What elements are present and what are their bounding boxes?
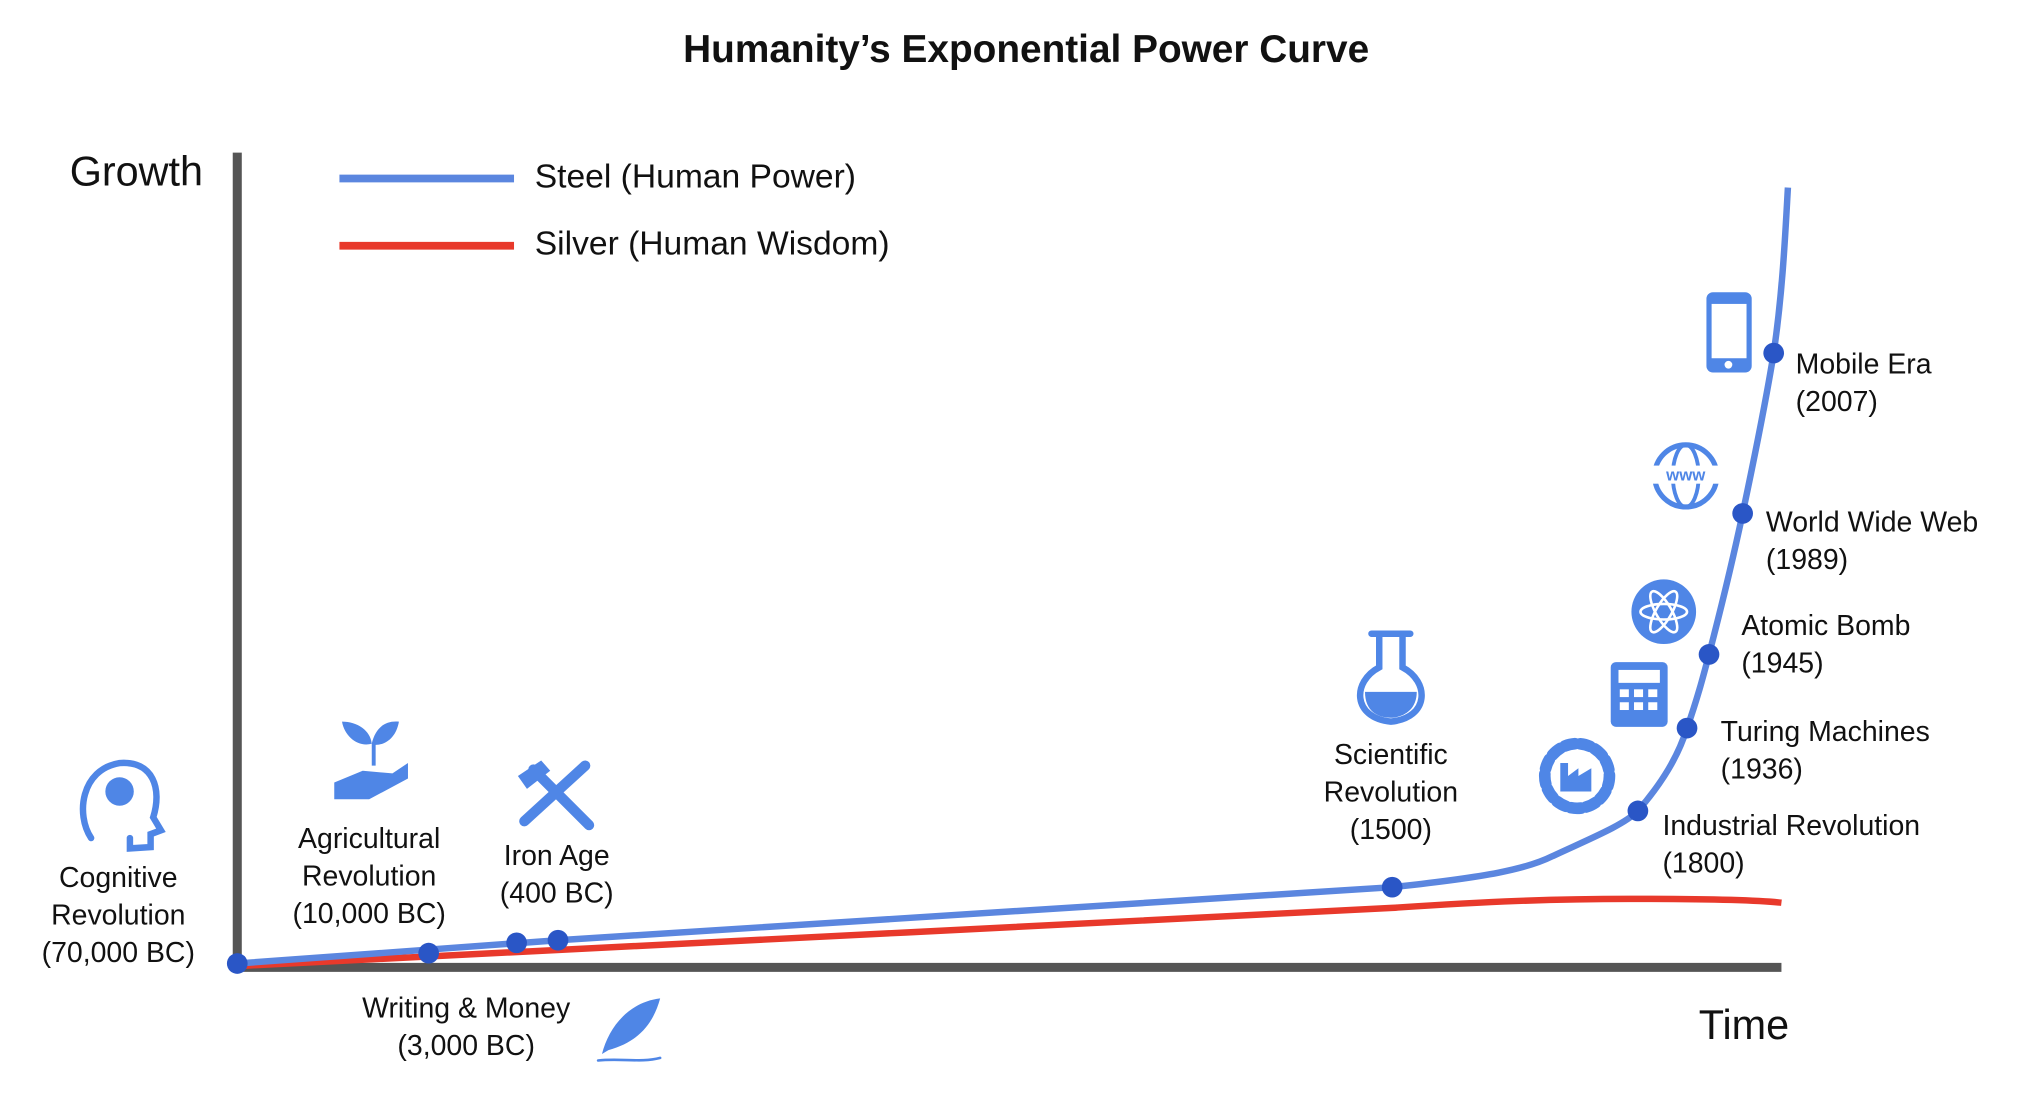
milestone-label: Scientific <box>1334 739 1448 771</box>
milestone-dot <box>1676 717 1698 739</box>
milestone-dots <box>226 342 1785 974</box>
milestone-dot <box>418 942 440 964</box>
milestone-label: (2007) <box>1796 386 1878 418</box>
milestone-label: Revolution <box>51 899 185 931</box>
tools-icon <box>517 760 595 831</box>
milestone-label: Turing Machines <box>1721 716 1930 748</box>
milestone-label: (10,000 BC) <box>293 898 446 930</box>
legend-label: Steel (Human Power) <box>535 158 856 195</box>
milestone-label: Cognitive <box>59 862 178 894</box>
www-glyph: www <box>1665 465 1706 484</box>
power-curve <box>237 187 1792 967</box>
milestone-label: Iron Age <box>504 840 610 872</box>
milestone-label: Mobile Era <box>1796 349 1932 381</box>
milestone-label: (1500) <box>1350 814 1432 846</box>
milestone-label: Industrial Revolution <box>1662 810 1920 842</box>
milestone-label: (1800) <box>1662 848 1744 880</box>
milestone-label: Writing & Money <box>362 993 571 1025</box>
brain-icon <box>79 759 166 852</box>
flask-icon <box>1356 630 1425 725</box>
milestone-dot <box>226 953 248 974</box>
title: Humanity’s Exponential Power Curve <box>683 28 1369 71</box>
milestone-dot <box>547 929 569 951</box>
milestone-dot <box>1698 644 1720 665</box>
globe-icon: www <box>1650 442 1724 510</box>
milestone-label: (70,000 BC) <box>42 937 195 969</box>
milestone-label: World Wide Web <box>1766 506 1978 538</box>
milestone-dot <box>1732 503 1753 524</box>
atom-icon <box>1631 579 1697 645</box>
plant-icon <box>334 721 408 800</box>
milestone-label: (1936) <box>1721 753 1803 785</box>
phone-icon <box>1706 292 1752 373</box>
wisdom-curve <box>237 895 1782 970</box>
y-axis-label: Growth <box>70 149 203 195</box>
milestone-dot <box>1763 342 1785 364</box>
milestone-label: Agricultural <box>298 823 440 855</box>
factory-gear-icon <box>1538 737 1616 815</box>
feather-icon <box>596 998 662 1062</box>
calculator-icon <box>1610 662 1668 727</box>
milestone-label: (400 BC) <box>500 877 614 909</box>
milestone-label: Atomic Bomb <box>1741 610 1910 642</box>
milestone-dot <box>1627 800 1649 822</box>
milestone-dot <box>1381 876 1403 898</box>
legend-label: Silver (Human Wisdom) <box>535 226 890 263</box>
x-axis-label: Time <box>1699 1002 1789 1048</box>
milestone-label: Revolution <box>1324 777 1458 809</box>
milestone-labels: Cognitive Revolution (70,000 BC) Agricultur… <box>42 349 1979 1063</box>
icons: www <box>79 292 1752 1062</box>
milestone-label: (3,000 BC) <box>397 1030 535 1062</box>
milestone-label: Revolution <box>302 861 436 893</box>
milestone-dot <box>506 932 527 954</box>
milestone-label: (1945) <box>1741 647 1823 679</box>
milestone-label: (1989) <box>1766 544 1848 576</box>
